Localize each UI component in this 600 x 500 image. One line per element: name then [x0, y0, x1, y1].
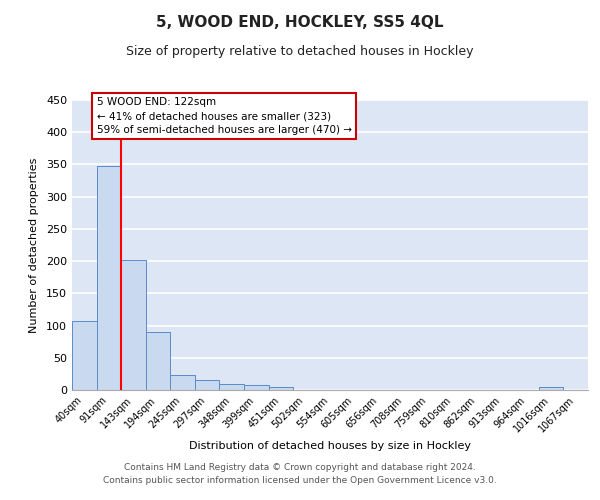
Bar — [170, 374, 195, 390]
X-axis label: Distribution of detached houses by size in Hockley: Distribution of detached houses by size … — [189, 441, 471, 451]
Y-axis label: Number of detached properties: Number of detached properties — [29, 158, 39, 332]
Bar — [121, 260, 146, 390]
Bar — [195, 380, 220, 390]
Bar — [244, 385, 269, 390]
Bar — [539, 388, 563, 390]
Text: 5 WOOD END: 122sqm
← 41% of detached houses are smaller (323)
59% of semi-detach: 5 WOOD END: 122sqm ← 41% of detached hou… — [97, 97, 352, 135]
Text: Contains HM Land Registry data © Crown copyright and database right 2024.
Contai: Contains HM Land Registry data © Crown c… — [103, 464, 497, 485]
Text: Size of property relative to detached houses in Hockley: Size of property relative to detached ho… — [126, 45, 474, 58]
Bar — [146, 332, 170, 390]
Bar — [72, 321, 97, 390]
Bar — [97, 166, 121, 390]
Bar — [269, 387, 293, 390]
Text: 5, WOOD END, HOCKLEY, SS5 4QL: 5, WOOD END, HOCKLEY, SS5 4QL — [156, 15, 444, 30]
Bar — [220, 384, 244, 390]
